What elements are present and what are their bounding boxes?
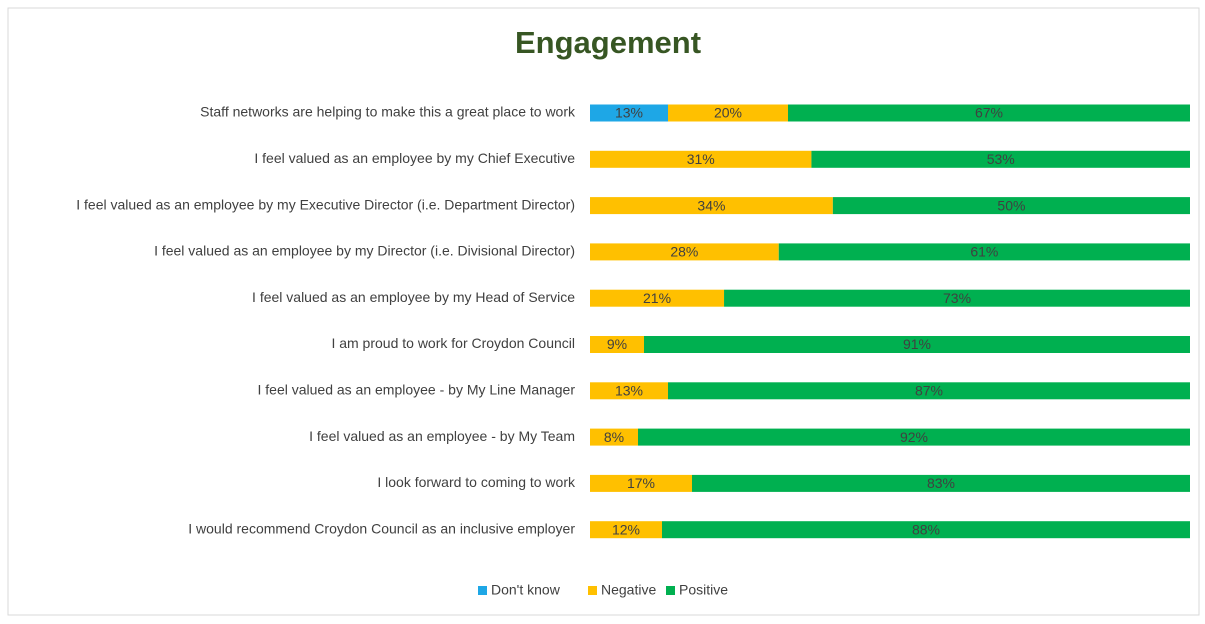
data-label: 73%	[943, 290, 971, 306]
legend-swatch	[588, 586, 597, 595]
data-label: 83%	[927, 475, 955, 491]
bar-segment	[662, 521, 1190, 539]
data-label: 20%	[714, 105, 742, 121]
bar-segment	[778, 243, 1190, 261]
data-label: 61%	[970, 244, 998, 260]
category-label: I feel valued as an employee by my Execu…	[76, 196, 575, 212]
data-label: 88%	[912, 521, 940, 537]
data-label: 92%	[900, 429, 928, 445]
bar-segment	[590, 104, 668, 122]
bar-segment	[590, 336, 644, 353]
bar-segment	[638, 428, 1190, 446]
bar-segment	[644, 336, 1190, 353]
category-label: I feel valued as an employee - by My Tea…	[309, 428, 575, 444]
data-label: 13%	[615, 105, 643, 121]
category-label: I look forward to coming to work	[377, 474, 576, 490]
bar-segment	[590, 382, 668, 400]
data-label: 67%	[975, 105, 1003, 121]
category-label: I feel valued as an employee by my Chief…	[254, 150, 575, 166]
bar-segment	[590, 521, 662, 539]
category-label: I would recommend Croydon Council as an …	[188, 520, 575, 536]
bar-segment	[668, 382, 1190, 400]
bar-segment	[590, 474, 692, 492]
legend-label: Negative	[601, 582, 656, 598]
bar-segment	[811, 150, 1190, 168]
legend-label: Positive	[679, 582, 728, 598]
data-label: 12%	[612, 521, 640, 537]
bar-segment	[590, 197, 833, 215]
bar-segment	[590, 150, 812, 168]
bar-segment	[788, 104, 1190, 122]
legend-swatch	[666, 586, 675, 595]
data-label: 9%	[607, 336, 627, 352]
data-label: 21%	[643, 290, 671, 306]
chart-title: Engagement	[515, 25, 701, 60]
data-label: 87%	[915, 383, 943, 399]
bar-segment	[832, 197, 1190, 215]
data-label: 53%	[987, 151, 1015, 167]
legend-swatch	[478, 586, 487, 595]
category-label: I feel valued as an employee by my Head …	[252, 289, 575, 305]
category-label: I feel valued as an employee by my Direc…	[154, 243, 575, 259]
data-label: 8%	[604, 429, 624, 445]
bar-segment	[590, 243, 779, 261]
bar-segment	[668, 104, 788, 122]
bar-segment	[590, 289, 725, 307]
category-label: Staff networks are helping to make this …	[200, 104, 576, 120]
data-label: 91%	[903, 336, 931, 352]
category-label: I feel valued as an employee - by My Lin…	[257, 382, 575, 398]
data-label: 17%	[627, 475, 655, 491]
data-label: 50%	[997, 197, 1025, 213]
bar-segment	[724, 289, 1190, 307]
bar-segment	[590, 428, 638, 446]
data-label: 31%	[687, 151, 715, 167]
bar-segment	[692, 474, 1190, 492]
data-label: 13%	[615, 383, 643, 399]
data-label: 34%	[697, 197, 725, 213]
category-label: I am proud to work for Croydon Council	[331, 335, 575, 351]
data-label: 28%	[670, 244, 698, 260]
legend-label: Don't know	[491, 582, 561, 598]
